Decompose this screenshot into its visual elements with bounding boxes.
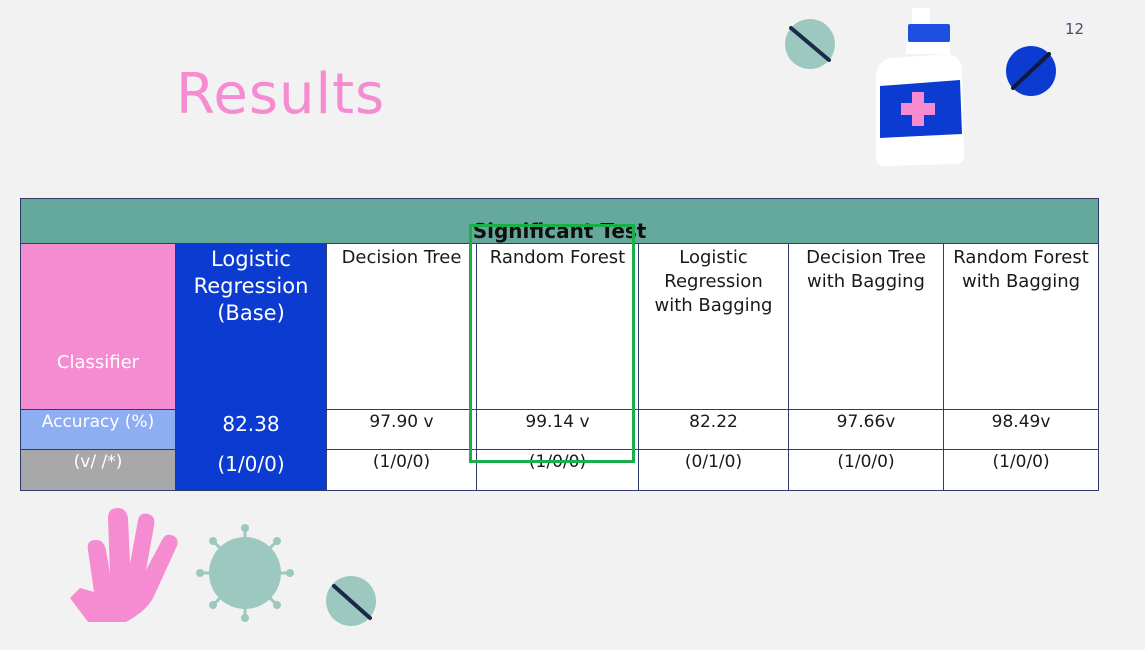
- medicine-bottle-icon: [876, 8, 964, 166]
- win-tie-loss-value: (0/1/0): [638, 449, 789, 491]
- column-header: Decision Tree with Bagging: [788, 243, 944, 410]
- win-tie-loss-value: (1/0/0): [476, 449, 639, 491]
- table-header-row: Classifier Logistic Regression (Base) De…: [20, 243, 1100, 410]
- accuracy-value: 97.90 v: [326, 409, 477, 450]
- win-tie-loss-value: (1/0/0): [942, 449, 1100, 491]
- accuracy-row: Accuracy (%) 82.38 97.90 v 99.14 v 82.22…: [20, 409, 1100, 450]
- page-number: 12: [1065, 20, 1085, 38]
- classifier-header: Classifier: [20, 243, 176, 410]
- column-header: Decision Tree: [326, 243, 477, 410]
- win-tie-loss-row: (v/ /*) (1/0/0) (1/0/0) (1/0/0) (0/1/0) …: [20, 449, 1100, 491]
- column-header-base: Logistic Regression (Base): [175, 243, 327, 410]
- accuracy-label: Accuracy (%): [20, 409, 176, 450]
- pill-icon: [785, 19, 835, 69]
- virus-icon: [196, 524, 294, 622]
- win-tie-loss-value: (1/0/0): [326, 449, 477, 491]
- table-title: Significant Test: [19, 198, 1100, 244]
- significant-test-table: Significant Test Classifier Logistic Reg…: [19, 198, 1100, 491]
- win-tie-loss-value: (1/0/0): [788, 449, 944, 491]
- slide-title: Results: [176, 62, 386, 127]
- column-header: Random Forest: [476, 243, 639, 410]
- accuracy-value: 98.49v: [942, 409, 1100, 450]
- column-header: Random Forest with Bagging: [942, 243, 1100, 410]
- accuracy-value: 82.22: [638, 409, 789, 450]
- table-title-row: Significant Test: [19, 198, 1100, 244]
- pill-icon: [326, 576, 376, 626]
- win-tie-loss-label: (v/ /*): [20, 449, 176, 491]
- accuracy-value-base: 82.38: [175, 409, 327, 450]
- accuracy-value: 97.66v: [788, 409, 944, 450]
- accuracy-value: 99.14 v: [476, 409, 639, 450]
- pill-icon: [1006, 46, 1056, 96]
- glove-icon: [70, 508, 178, 622]
- win-tie-loss-value-base: (1/0/0): [175, 449, 327, 491]
- column-header: Logistic Regression with Bagging: [638, 243, 789, 410]
